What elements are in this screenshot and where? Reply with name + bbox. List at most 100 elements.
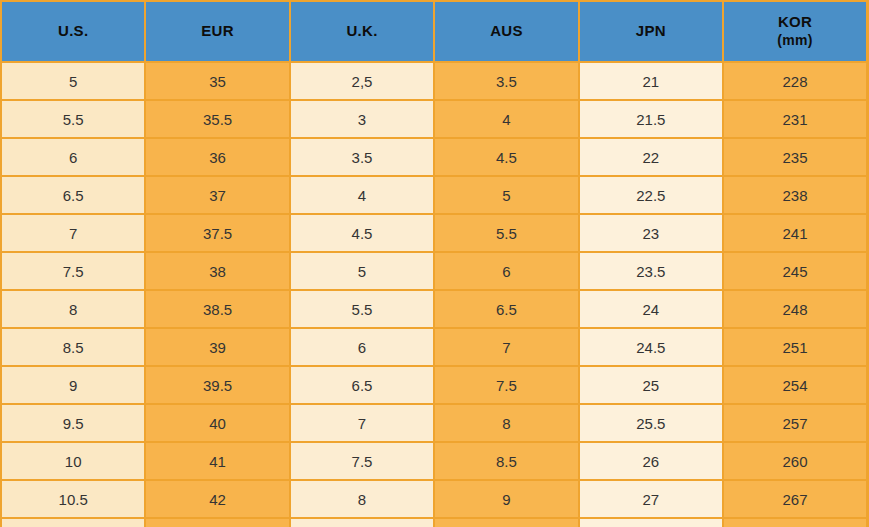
column-header-eur: EUR [145, 1, 289, 62]
table-cell: 3.5 [434, 62, 578, 100]
table-cell: 238 [723, 176, 867, 214]
size-table-body: 5352,53.5212285.535.53421.52316363.54.52… [1, 62, 868, 527]
table-cell: 10 [1, 442, 145, 480]
table-cell: 235 [723, 138, 867, 176]
header-row: U.S. EUR U.K. AUS JPN KOR (mm) [1, 1, 868, 62]
table-cell: 5 [434, 176, 578, 214]
table-cell: 245 [723, 252, 867, 290]
table-cell: 4 [434, 100, 578, 138]
table-cell: 4 [290, 176, 434, 214]
table-cell: 7 [1, 214, 145, 252]
table-cell: 6 [290, 328, 434, 366]
table-row: 10.5428927267 [1, 480, 868, 518]
table-cell: 270 [723, 518, 867, 527]
table-cell: 7.5 [290, 442, 434, 480]
table-cell: 8.5 [290, 518, 434, 527]
table-cell: 260 [723, 442, 867, 480]
table-cell: 3 [290, 100, 434, 138]
table-cell: 257 [723, 404, 867, 442]
table-cell: 21.5 [579, 100, 723, 138]
table-cell: 9.5 [1, 404, 145, 442]
column-header-kor: KOR (mm) [723, 1, 867, 62]
table-cell: 8 [434, 404, 578, 442]
table-row: 5.535.53421.5231 [1, 100, 868, 138]
table-cell: 27.8 [579, 518, 723, 527]
table-cell: 5.5 [290, 290, 434, 328]
table-cell: 36 [145, 138, 289, 176]
table-cell: 2,5 [290, 62, 434, 100]
table-cell: 22 [579, 138, 723, 176]
table-cell: 25 [579, 366, 723, 404]
table-cell: 25.5 [579, 404, 723, 442]
table-row: 939.56.57.525254 [1, 366, 868, 404]
table-cell: 27 [579, 480, 723, 518]
table-cell: 40 [145, 404, 289, 442]
table-cell: 5.5 [1, 100, 145, 138]
column-header-kor-label: KOR [778, 13, 812, 30]
table-cell: 38.5 [145, 290, 289, 328]
table-cell: 4.5 [434, 138, 578, 176]
table-cell: 43 [145, 518, 289, 527]
table-row: 6.5374522.5238 [1, 176, 868, 214]
table-cell: 35.5 [145, 100, 289, 138]
table-cell: 37 [145, 176, 289, 214]
column-header-kor-unit: (mm) [725, 32, 865, 50]
table-cell: 267 [723, 480, 867, 518]
table-cell: 26 [579, 442, 723, 480]
table-cell: 8 [290, 480, 434, 518]
table-cell: 9 [434, 480, 578, 518]
column-header-aus: AUS [434, 1, 578, 62]
table-cell: 39.5 [145, 366, 289, 404]
table-cell: 24.5 [579, 328, 723, 366]
table-cell: 22.5 [579, 176, 723, 214]
table-row: 11438.59.527.8270 [1, 518, 868, 527]
table-row: 8.5396724.5251 [1, 328, 868, 366]
table-cell: 3.5 [290, 138, 434, 176]
table-cell: 6.5 [290, 366, 434, 404]
table-row: 6363.54.522235 [1, 138, 868, 176]
table-cell: 8 [1, 290, 145, 328]
table-cell: 39 [145, 328, 289, 366]
size-conversion-table-wrap: U.S. EUR U.K. AUS JPN KOR (mm) 5352,53.5… [0, 0, 869, 527]
table-row: 10417.58.526260 [1, 442, 868, 480]
table-cell: 228 [723, 62, 867, 100]
table-cell: 254 [723, 366, 867, 404]
table-cell: 6.5 [1, 176, 145, 214]
table-cell: 10.5 [1, 480, 145, 518]
table-cell: 4.5 [290, 214, 434, 252]
table-cell: 6 [434, 252, 578, 290]
table-cell: 251 [723, 328, 867, 366]
table-cell: 8.5 [434, 442, 578, 480]
size-conversion-table: U.S. EUR U.K. AUS JPN KOR (mm) 5352,53.5… [0, 0, 869, 527]
table-cell: 5.5 [434, 214, 578, 252]
table-cell: 248 [723, 290, 867, 328]
table-cell: 9 [1, 366, 145, 404]
table-row: 838.55.56.524248 [1, 290, 868, 328]
table-cell: 241 [723, 214, 867, 252]
column-header-jpn: JPN [579, 1, 723, 62]
table-cell: 7 [434, 328, 578, 366]
table-cell: 8.5 [1, 328, 145, 366]
table-cell: 9.5 [434, 518, 578, 527]
table-header: U.S. EUR U.K. AUS JPN KOR (mm) [1, 1, 868, 62]
table-cell: 5 [290, 252, 434, 290]
table-row: 737.54.55.523241 [1, 214, 868, 252]
table-cell: 7.5 [1, 252, 145, 290]
table-row: 9.5407825.5257 [1, 404, 868, 442]
table-cell: 7 [290, 404, 434, 442]
table-cell: 21 [579, 62, 723, 100]
table-cell: 24 [579, 290, 723, 328]
table-cell: 42 [145, 480, 289, 518]
table-cell: 23 [579, 214, 723, 252]
table-cell: 11 [1, 518, 145, 527]
table-cell: 41 [145, 442, 289, 480]
table-cell: 23.5 [579, 252, 723, 290]
table-row: 7.5385623.5245 [1, 252, 868, 290]
table-cell: 38 [145, 252, 289, 290]
table-cell: 231 [723, 100, 867, 138]
table-cell: 37.5 [145, 214, 289, 252]
column-header-uk: U.K. [290, 1, 434, 62]
table-cell: 7.5 [434, 366, 578, 404]
table-cell: 5 [1, 62, 145, 100]
column-header-us: U.S. [1, 1, 145, 62]
